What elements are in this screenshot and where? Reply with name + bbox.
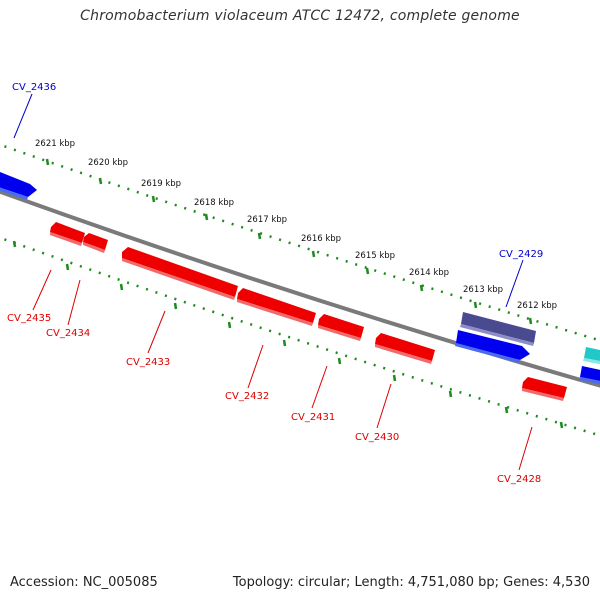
leader-cv2435 — [32, 269, 52, 311]
leader-cv2429 — [505, 259, 524, 308]
gene-cv2434-arrow[interactable] — [83, 233, 108, 253]
gene-cv2428-arrow[interactable] — [522, 377, 567, 401]
gene-cv2435-arrow[interactable] — [50, 222, 85, 246]
leader-cv2430 — [376, 383, 392, 429]
leader-cv2433 — [147, 310, 166, 354]
gene-cv2436-arrow[interactable] — [0, 170, 37, 200]
kbp-label-2618: 2618 kbp — [194, 198, 234, 208]
gene-cv2433-arrow[interactable] — [122, 247, 238, 300]
kbp-label-2619: 2619 kbp — [141, 179, 181, 189]
ruler-upper — [0, 143, 600, 342]
leader-cv2428 — [518, 426, 533, 471]
gene-label-cv2432[interactable]: CV_2432 — [225, 391, 269, 402]
gene-cv2430-arrow[interactable] — [375, 333, 435, 364]
gene-label-cv2434[interactable]: CV_2434 — [46, 328, 90, 339]
kbp-label-2620: 2620 kbp — [88, 158, 128, 168]
kbp-label-2617: 2617 kbp — [247, 215, 287, 225]
accession-label: Accession: NC_005085 — [10, 575, 158, 590]
ruler-lower-ticks — [12, 240, 564, 429]
leader-cv2436 — [13, 93, 33, 139]
leader-cv2431 — [311, 365, 328, 409]
gene-label-cv2429[interactable]: CV_2429 — [499, 249, 543, 260]
gene-label-cv2431[interactable]: CV_2431 — [291, 412, 335, 423]
leader-cv2432 — [247, 344, 264, 389]
gene-partial-cyan-arrow[interactable] — [583, 347, 600, 365]
gene-cv2432-arrow[interactable] — [237, 288, 316, 326]
kbp-label-2613: 2613 kbp — [463, 285, 503, 295]
gene-label-cv2433[interactable]: CV_2433 — [126, 357, 170, 368]
gene-label-cv2436[interactable]: CV_2436 — [12, 82, 56, 93]
kbp-label-2614: 2614 kbp — [409, 268, 449, 278]
kbp-label-2616: 2616 kbp — [301, 234, 341, 244]
gene-cv2429-arrow[interactable] — [460, 312, 536, 346]
map-title: Chromobacterium violaceum ATCC 12472, co… — [80, 8, 520, 24]
genome-summary: Topology: circular; Length: 4,751,080 bp… — [232, 575, 590, 590]
kbp-label-2621: 2621 kbp — [35, 139, 75, 149]
kbp-label-2612: 2612 kbp — [517, 301, 557, 311]
ruler-lower — [0, 236, 600, 437]
gene-cv2428-forward-arrow[interactable] — [455, 330, 530, 363]
gene-label-cv2430[interactable]: CV_2430 — [355, 432, 399, 443]
gene-cv2431-arrow[interactable] — [318, 314, 364, 341]
gene-partial-blue-arrow[interactable] — [579, 366, 600, 385]
gene-label-cv2435[interactable]: CV_2435 — [7, 313, 51, 324]
ruler-upper-ticks — [45, 158, 533, 325]
kbp-label-2615: 2615 kbp — [355, 251, 395, 261]
gene-label-cv2428[interactable]: CV_2428 — [497, 474, 541, 485]
leader-cv2434 — [67, 279, 81, 326]
